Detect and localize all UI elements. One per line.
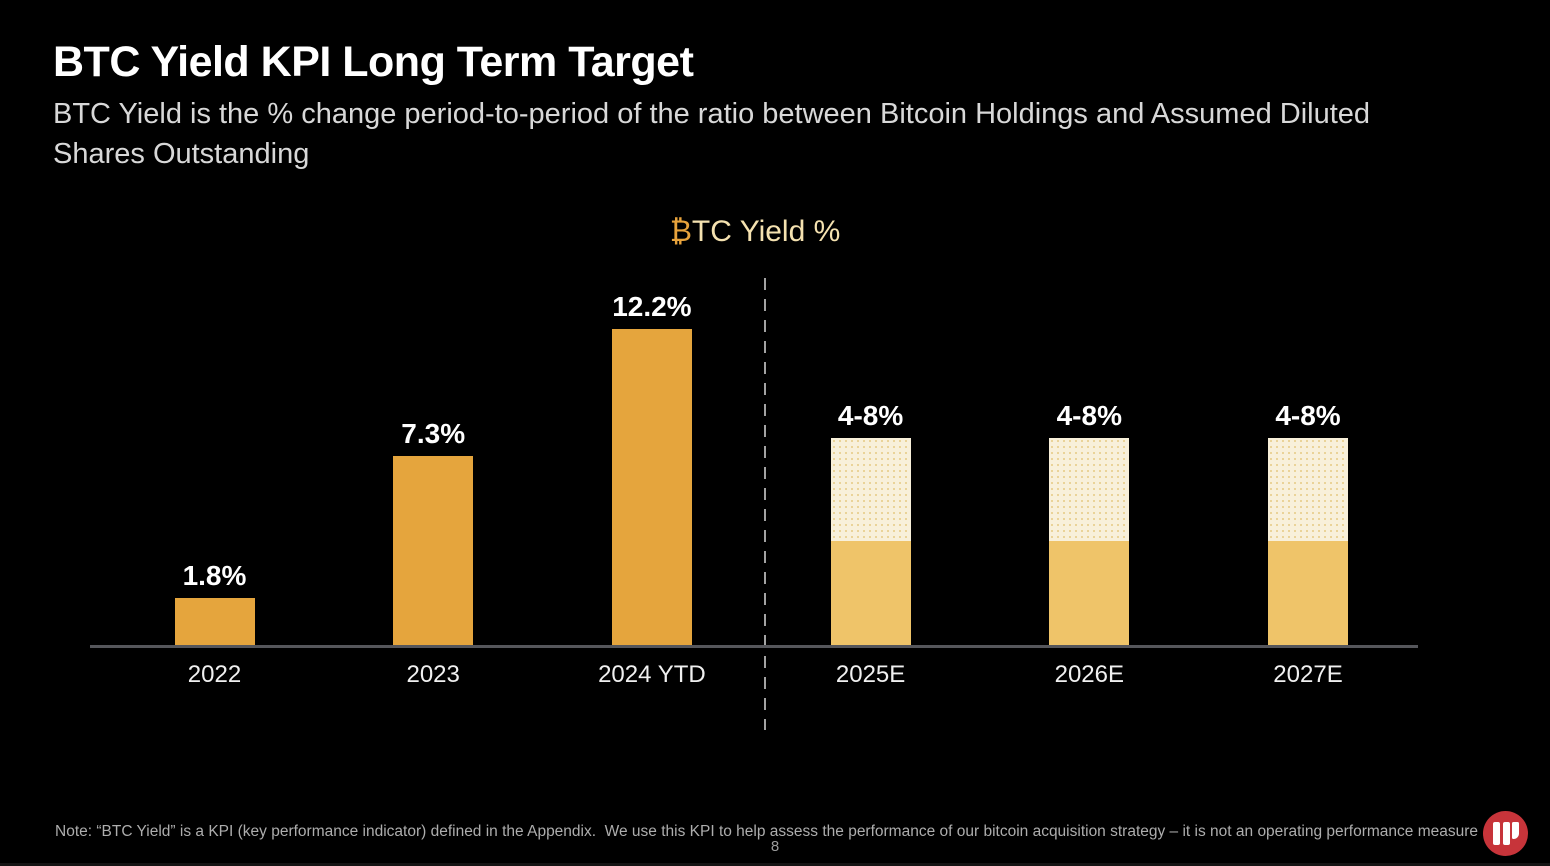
subtitle-line-2: Shares Outstanding [53,138,310,170]
footnote: Note: “BTC Yield” is a KPI (key performa… [55,777,1478,866]
category-label: 2026E [1054,661,1124,688]
microstrategy-logo-icon [1483,811,1528,856]
logo-bar-1 [1493,822,1500,845]
bar-2023 [393,455,474,645]
bar-2026e-target-lower [1049,541,1130,645]
footnote-line-1: Note: “BTC Yield” is a KPI (key performa… [55,823,1479,840]
category-label: 2023 [406,661,460,688]
bitcoin-symbol-icon: ₿ [669,214,692,249]
bar-2026e-target-upper [1049,437,1130,542]
category-label: 2024 YTD [598,661,706,688]
bar-2027e-target-upper [1268,437,1348,542]
bar-2022 [174,598,255,645]
bar-value-label: 1.8% [182,560,247,592]
category-label: 2022 [187,661,242,688]
bottom-edge-strip [0,863,1550,866]
bar-2024-ytd [611,329,692,645]
bar-value-label: 12.2% [612,291,692,323]
subtitle-line-1: BTC Yield is the % change period-to-peri… [53,98,1371,130]
chart-title: ₿TC Yield % [555,214,955,249]
x-axis-line [90,645,1418,648]
page-number: 8 [770,838,780,855]
page-subtitle: BTC Yield is the % change period-to-peri… [53,94,1370,174]
category-label: 2027E [1273,661,1343,688]
bar-2027e-target-lower [1268,541,1348,645]
bar-2025e-target-upper [830,437,911,542]
bar-value-label: 4-8% [1056,399,1122,431]
logo-bar-2 [1502,822,1510,845]
forecast-divider-dashed-line [764,278,766,730]
page-title: BTC Yield KPI Long Term Target [53,38,694,86]
bar-2025e-target-lower [830,541,911,645]
bar-value-label: 4-8% [1275,399,1341,431]
logo-bar-3 [1512,822,1519,839]
bar-value-label: 4-8% [837,399,904,431]
category-label: 2025E [835,661,906,688]
chart-title-text: TC Yield % [691,215,841,248]
bar-value-label: 7.3% [401,417,466,449]
